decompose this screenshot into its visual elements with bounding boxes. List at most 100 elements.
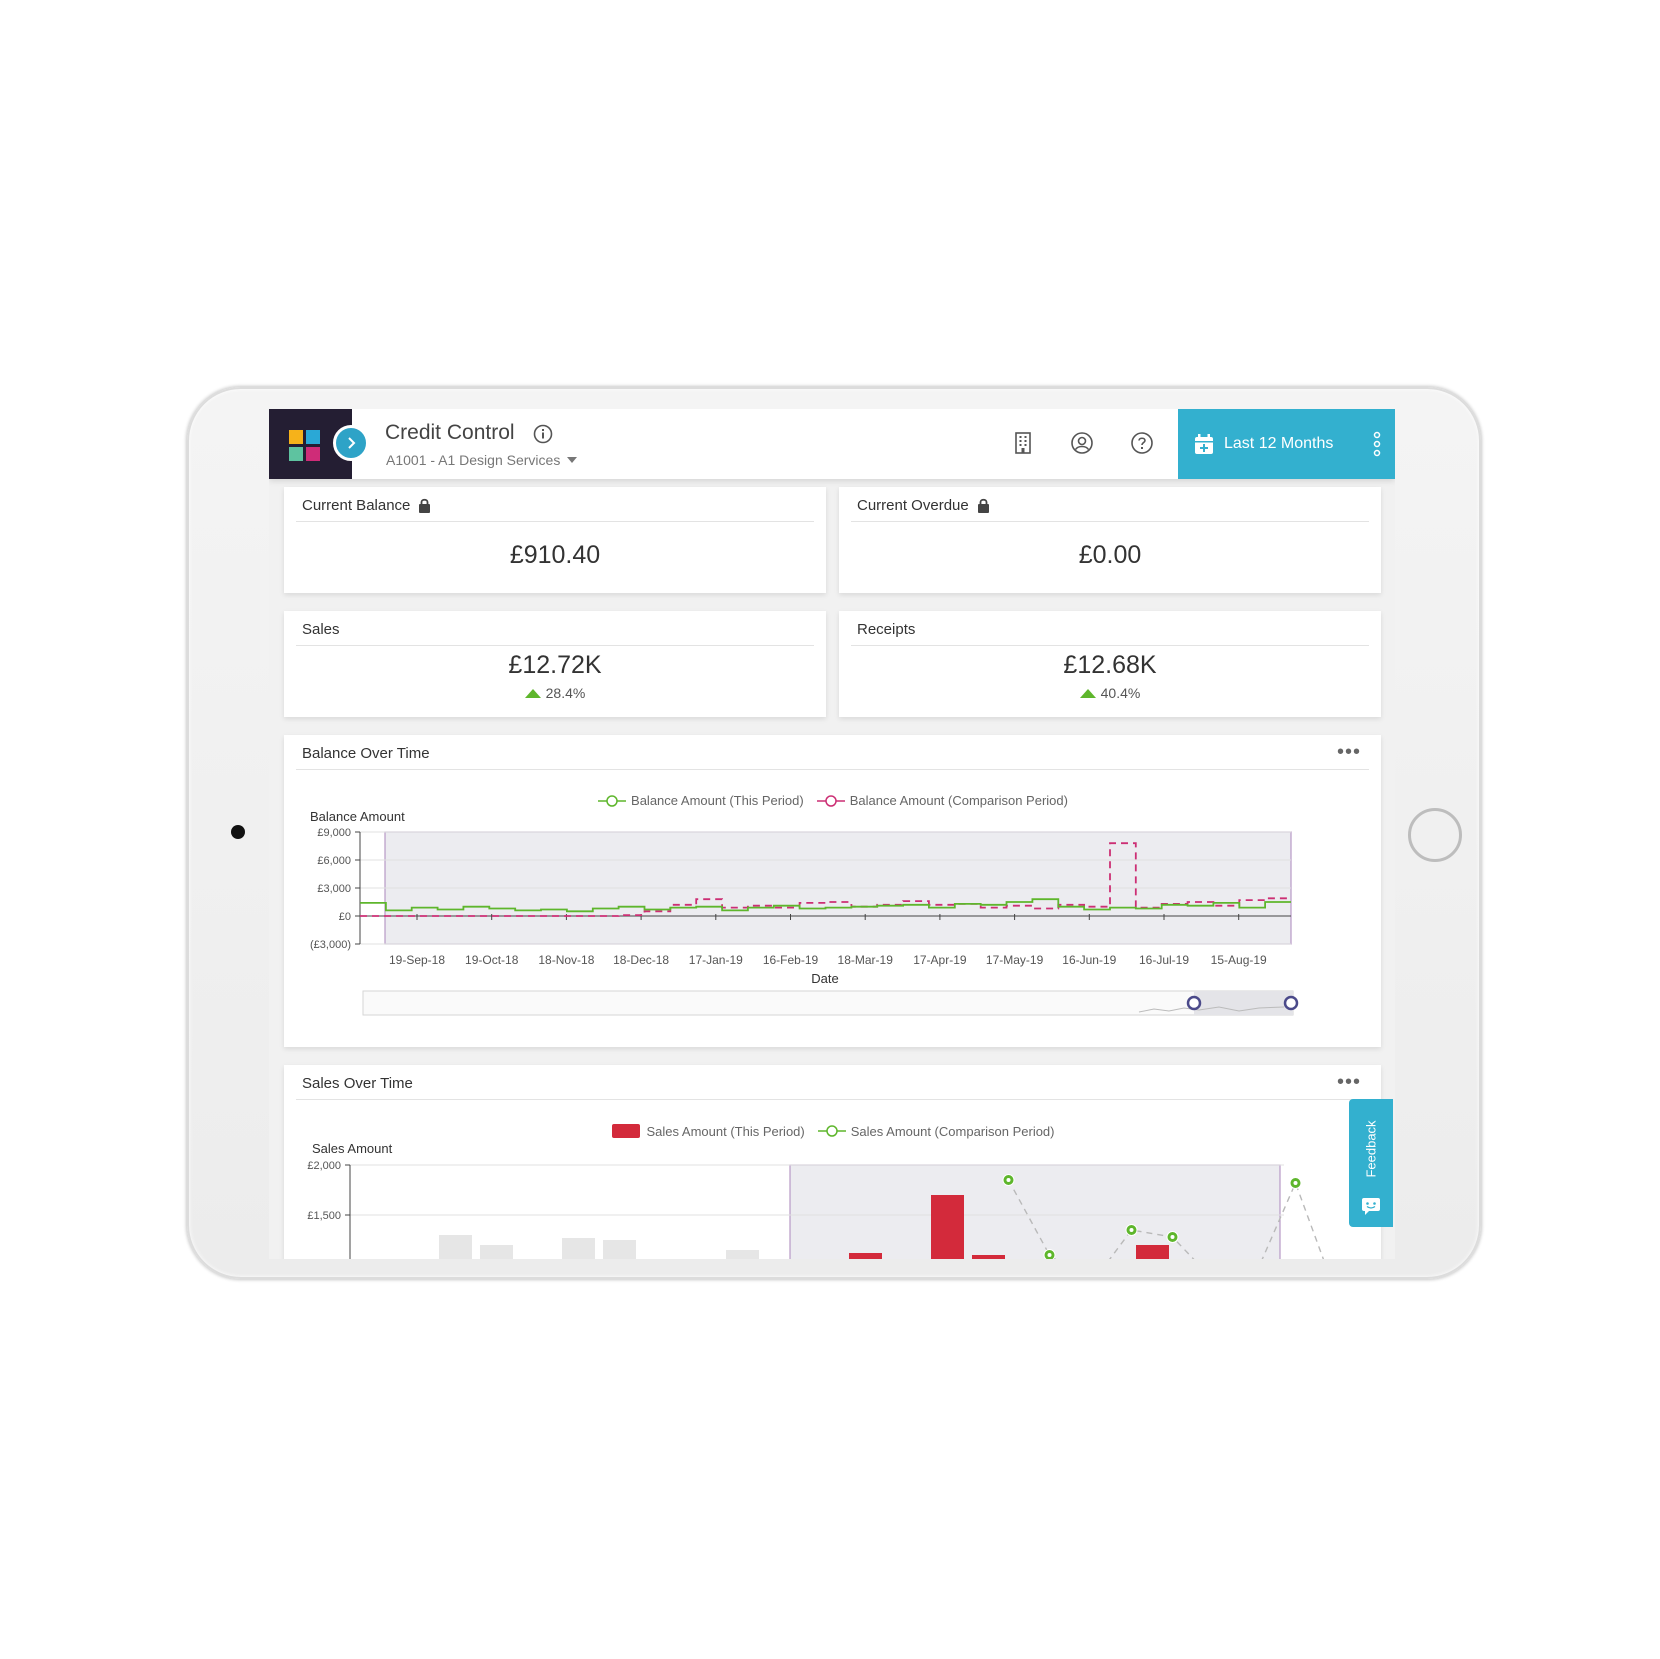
legend-marker-line-icon	[816, 794, 845, 807]
legend-marker-line-icon	[817, 1125, 846, 1137]
balance-over-time-card: Balance Over Time ••• Balance Amount (Th…	[284, 735, 1381, 1047]
calendar-icon	[1195, 434, 1213, 454]
legend-marker-bar-icon	[611, 1124, 640, 1138]
up-arrow-icon	[1079, 688, 1096, 698]
tablet-camera	[231, 825, 245, 839]
card-divider	[296, 645, 814, 646]
x-tick-label: 16-Jul-19	[1139, 953, 1189, 967]
balance-chart-title: Balance Over Time	[302, 745, 430, 762]
help-icon[interactable]	[1130, 431, 1154, 455]
x-tick-label: 15-Aug-19	[1211, 953, 1267, 967]
sales-chart: Sales Amount£2,000£1,500£1,000	[307, 1141, 1325, 1259]
x-tick-label: 16-Feb-19	[763, 953, 819, 967]
sales-value: £12.72K	[508, 651, 602, 679]
y-axis-label: Balance Amount	[310, 809, 405, 824]
comparison-point-center	[1006, 1178, 1011, 1182]
x-tick-label: 18-Mar-19	[838, 953, 894, 967]
receipts-card: Receipts £12.68K 40.4%	[839, 611, 1381, 717]
app-launcher[interactable]	[269, 409, 352, 479]
legend-item-this-period[interactable]: Sales Amount (This Period)	[611, 1123, 805, 1139]
current-overdue-value: £0.00	[1078, 541, 1142, 569]
building-icon[interactable]	[1012, 431, 1034, 455]
y-tick-label: £6,000	[317, 855, 351, 867]
lock-icon	[419, 498, 431, 513]
x-tick-label: 19-Oct-18	[465, 953, 519, 967]
app-grid-icon-tile	[289, 447, 303, 461]
tablet-home-button[interactable]	[1408, 808, 1462, 862]
legend-item-comparison-period[interactable]: Balance Amount (Comparison Period)	[816, 793, 1068, 808]
comparison-point-center	[1293, 1181, 1298, 1185]
receipts-change: 40.4%	[839, 685, 1381, 701]
legend-item-this-period[interactable]: Balance Amount (This Period)	[597, 793, 804, 808]
legend-item-comparison-period[interactable]: Sales Amount (Comparison Period)	[817, 1124, 1055, 1139]
x-tick-label: 17-Jan-19	[689, 953, 743, 967]
y-tick-label: £1,500	[307, 1210, 341, 1222]
sales-bar	[726, 1250, 759, 1259]
app-grid-icon-tile	[306, 430, 320, 444]
card-title: Sales	[302, 621, 340, 638]
chevron-right-icon	[348, 437, 356, 449]
page-title: Credit Control	[385, 421, 515, 444]
card-title: Current Overdue	[857, 497, 990, 514]
x-tick-label: 18-Dec-18	[613, 953, 669, 967]
receipts-label: Receipts	[857, 621, 916, 638]
card-title: Sales Over Time	[302, 1075, 413, 1092]
x-tick-label: 18-Nov-18	[538, 953, 594, 967]
more-options-icon[interactable]	[1373, 431, 1381, 457]
sales-bar	[439, 1235, 472, 1259]
sales-chart-title: Sales Over Time	[302, 1075, 413, 1092]
current-balance-value: £910.40	[509, 541, 601, 569]
card-title: Balance Over Time	[302, 745, 430, 762]
sales-chart-legend: Sales Amount (This Period) Sales Amount …	[284, 1123, 1381, 1139]
x-tick-label: 19-Sep-18	[389, 953, 445, 967]
legend-label: Sales Amount (This Period)	[646, 1123, 805, 1139]
legend-label: Balance Amount (This Period)	[631, 793, 804, 808]
card-divider	[851, 645, 1369, 646]
card-title: Receipts	[857, 621, 915, 638]
feedback-tab[interactable]: Feedback	[1349, 1099, 1393, 1227]
company-select[interactable]: A1001 - A1 Design Services	[386, 452, 578, 468]
sales-bar	[972, 1255, 1005, 1259]
app-grid-icon-tile	[306, 447, 320, 461]
legend-label: Sales Amount (Comparison Period)	[850, 1123, 1055, 1139]
period-selector-button[interactable]: Last 12 Months	[1178, 409, 1395, 479]
feedback-label: Feedback	[1363, 1120, 1379, 1178]
top-bar: Credit Control A1001 - A1 Design Service…	[269, 409, 1395, 479]
company-select-value: A1001 - A1 Design Services	[386, 452, 561, 468]
current-overdue-card: Current Overdue £0.00	[839, 487, 1381, 593]
y-axis-label: Sales Amount	[312, 1141, 393, 1156]
balance-chart: Balance Amount £9,000 £6,000 £3,000 £0 (£3,00…	[310, 809, 1299, 1016]
legend-label: Balance Amount (Comparison Period)	[849, 793, 1068, 808]
card-divider	[296, 769, 1369, 770]
up-arrow-icon	[524, 688, 541, 698]
card-title: Current Balance	[302, 497, 431, 514]
comparison-point-center	[1170, 1235, 1175, 1239]
sales-card: Sales £12.72K 28.4%	[284, 611, 826, 717]
balance-chart-legend: Balance Amount (This Period) Balance Amo…	[284, 793, 1381, 808]
sales-bar	[849, 1253, 882, 1259]
current-balance-label: Current Balance	[302, 497, 411, 514]
comparison-period-line	[360, 842, 1291, 917]
y-tick-label: (£3,000)	[310, 939, 351, 951]
chat-icon	[1362, 1198, 1380, 1215]
sales-bar	[1136, 1245, 1169, 1259]
card-divider	[296, 521, 814, 522]
x-tick-label: 16-Jun-19	[1062, 953, 1116, 967]
sales-over-time-card: Sales Over Time ••• Sales Amount (This P…	[284, 1065, 1381, 1259]
y-tick-label: £2,000	[307, 1160, 341, 1172]
legend-marker-line-icon	[598, 794, 627, 807]
range-handle-right	[1283, 995, 1299, 1011]
y-tick-label: £0	[339, 911, 351, 923]
x-tick-label: 17-May-19	[986, 953, 1044, 967]
expand-nav-button[interactable]	[333, 425, 369, 461]
period-label: Last 12 Months	[1224, 435, 1334, 452]
current-balance-card: Current Balance £910.40	[284, 487, 826, 593]
x-tick-label: 17-Apr-19	[913, 953, 967, 967]
sales-change-value: 28.4%	[545, 685, 586, 701]
user-account-icon[interactable]	[1070, 431, 1094, 455]
y-tick-label: £9,000	[317, 827, 351, 839]
y-tick-label: £3,000	[317, 883, 351, 895]
caret-down-icon	[567, 457, 578, 463]
range-navigator-sparkline	[1138, 1006, 1285, 1013]
info-icon[interactable]	[533, 424, 553, 444]
